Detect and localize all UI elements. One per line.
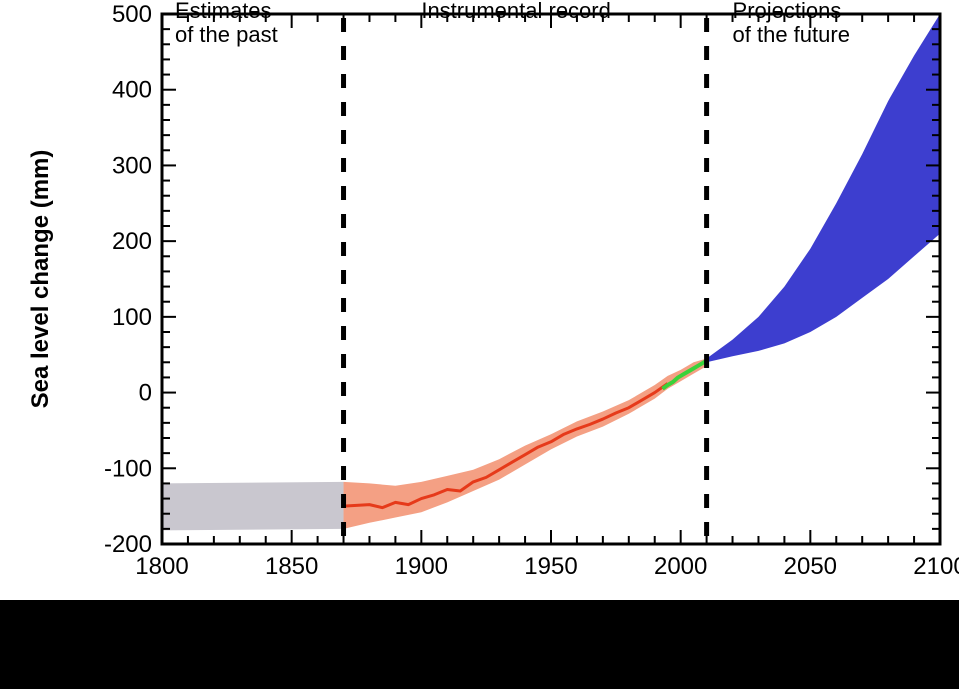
x-tick-label: 1950 <box>524 553 577 580</box>
x-tick-label: 2100 <box>913 553 959 580</box>
y-tick-label: 300 <box>112 152 152 179</box>
band-past_estimate <box>162 482 344 530</box>
region-label-proj-line1: of the future <box>733 22 850 47</box>
region-label-past-line1: of the past <box>175 22 278 47</box>
y-tick-label: 0 <box>139 380 152 407</box>
chart-card: 1800185019001950200020502100-200-1000100… <box>0 0 959 600</box>
region-label-past-line0: Estimates <box>175 0 272 23</box>
y-axis-label: Sea level change (mm) <box>27 150 54 409</box>
y-tick-label: 500 <box>112 1 152 28</box>
region-label-proj-line0: Projections <box>733 0 842 23</box>
x-tick-label: 2050 <box>784 553 837 580</box>
y-tick-label: 200 <box>112 228 152 255</box>
x-tick-label: 1850 <box>265 553 318 580</box>
region-label-instr-line0: Instrumental record <box>421 0 611 23</box>
y-tick-label: -200 <box>104 531 152 558</box>
sea-level-chart: 1800185019001950200020502100-200-1000100… <box>0 0 959 600</box>
x-tick-label: 2000 <box>654 553 707 580</box>
y-tick-label: 100 <box>112 304 152 331</box>
y-tick-label: 400 <box>112 77 152 104</box>
y-tick-label: -100 <box>104 455 152 482</box>
x-tick-label: 1900 <box>395 553 448 580</box>
page-root: 1800185019001950200020502100-200-1000100… <box>0 0 959 689</box>
